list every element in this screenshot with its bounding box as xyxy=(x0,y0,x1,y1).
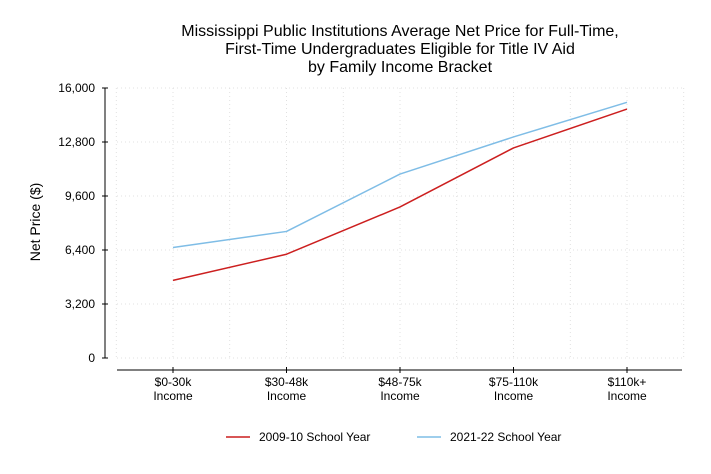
chart-title-line-2: First-Time Undergraduates Eligible for T… xyxy=(225,41,575,58)
x-tick-label: Income xyxy=(153,389,193,403)
x-tick-label: $0-30k xyxy=(155,375,193,389)
y-axis-title: Net Price ($) xyxy=(27,183,43,262)
series-line-0 xyxy=(172,108,628,282)
legend-label-1: 2021-22 School Year xyxy=(450,430,561,444)
chart-title-line-3: by Family Income Bracket xyxy=(308,59,493,76)
x-tick-label: Income xyxy=(380,389,420,403)
chart-title: Mississippi Public Institutions Average … xyxy=(181,23,618,76)
x-tick-label: Income xyxy=(607,389,647,403)
legend: 2009-10 School Year 2021-22 School Year xyxy=(226,430,561,444)
x-tick-label: $110k+ xyxy=(608,375,647,389)
x-tick-label: $30-48k xyxy=(265,375,309,389)
chart-title-line-1: Mississippi Public Institutions Average … xyxy=(181,23,618,40)
series-lines xyxy=(172,101,628,282)
x-tick-label: Income xyxy=(494,389,534,403)
x-tick-label: $48-75k xyxy=(378,375,422,389)
x-axis: $0-30kIncome$30-48kIncome$48-75kIncome$7… xyxy=(117,367,682,403)
legend-label-0: 2009-10 School Year xyxy=(259,430,370,444)
y-tick-label: 12,800 xyxy=(58,135,95,149)
x-tick-label: Income xyxy=(267,389,307,403)
y-tick-label: 3,200 xyxy=(65,297,95,311)
gridlines xyxy=(115,87,685,359)
series-line-1 xyxy=(172,101,628,249)
y-tick-label: 6,400 xyxy=(65,243,95,257)
y-tick-label: 0 xyxy=(88,351,95,365)
y-tick-label: 16,000 xyxy=(58,81,95,95)
x-tick-label: $75-110k xyxy=(489,375,539,389)
y-axis: 0 3,200 6,400 9,600 12,800 16,000 xyxy=(58,81,108,365)
y-tick-label: 9,600 xyxy=(65,189,95,203)
